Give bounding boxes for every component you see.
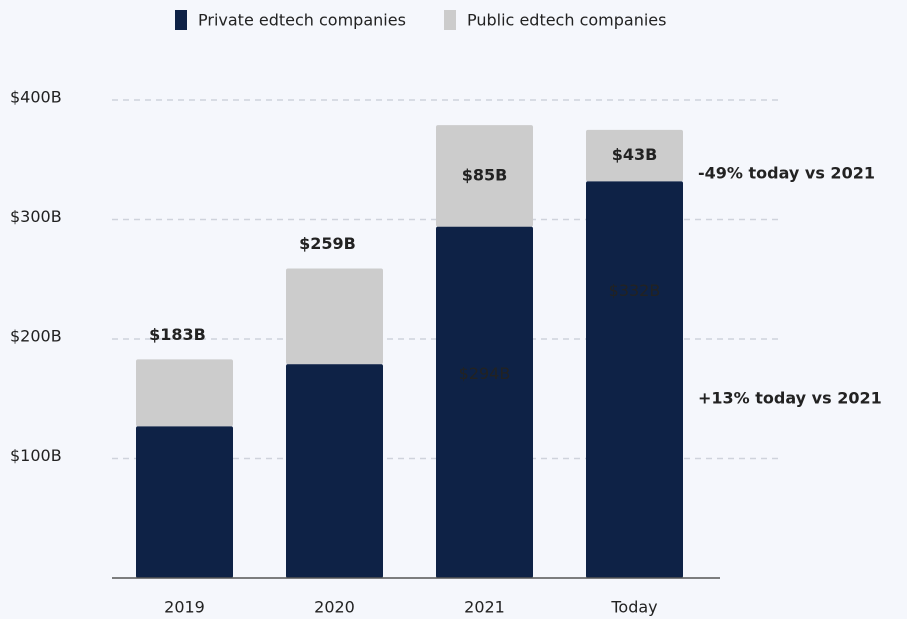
bar-segment xyxy=(436,125,533,227)
value-label: $85B xyxy=(462,165,508,184)
bar-segment xyxy=(286,364,383,578)
annotation: -49% today vs 2021 xyxy=(698,164,875,183)
x-tick-label: Today xyxy=(610,598,657,617)
legend-label: Private edtech companies xyxy=(198,11,406,30)
y-tick-label: $400B xyxy=(10,88,62,107)
bar-segment xyxy=(586,129,683,182)
bar-segment xyxy=(586,181,683,578)
total-label: $183B xyxy=(149,325,206,344)
x-tick-label: 2019 xyxy=(164,598,205,617)
value-label: $294B xyxy=(459,364,511,383)
y-tick-label: $200B xyxy=(10,327,62,346)
bar-segment xyxy=(136,359,233,427)
legend-label: Public edtech companies xyxy=(467,11,666,30)
bar-segment xyxy=(136,426,233,578)
x-tick-label: 2020 xyxy=(314,598,355,617)
legend-swatch xyxy=(175,10,187,30)
value-label: $332B xyxy=(609,281,661,300)
total-label: $259B xyxy=(299,234,356,253)
annotation: +13% today vs 2021 xyxy=(698,389,882,408)
y-tick-label: $300B xyxy=(10,207,62,226)
y-tick-label: $100B xyxy=(10,446,62,465)
value-label: $43B xyxy=(612,145,658,164)
bar-segment xyxy=(286,268,383,365)
bar-segment xyxy=(436,226,533,579)
x-tick-label: 2021 xyxy=(464,598,505,617)
legend-swatch xyxy=(444,10,456,30)
